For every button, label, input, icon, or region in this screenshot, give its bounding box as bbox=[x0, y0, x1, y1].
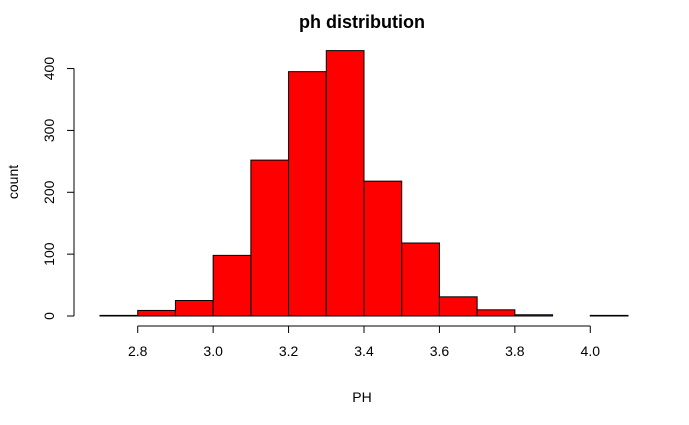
histogram-bar bbox=[401, 242, 440, 317]
y-tick-label: 200 bbox=[41, 180, 57, 204]
y-axis: 0 100 200 300 400 bbox=[41, 57, 75, 320]
x-tick-label: 3.4 bbox=[354, 343, 374, 359]
y-axis-label: count bbox=[5, 165, 21, 199]
histogram-bar bbox=[250, 159, 290, 317]
x-axis: 2.8 3.0 3.2 3.4 3.6 3.8 4.0 bbox=[128, 325, 601, 359]
histogram-bar bbox=[514, 314, 554, 317]
x-tick-label: 2.8 bbox=[128, 343, 148, 359]
x-axis-label: PH bbox=[352, 389, 371, 405]
x-tick-label: 3.0 bbox=[203, 343, 223, 359]
x-tick-label: 3.8 bbox=[505, 343, 525, 359]
y-tick-label: 300 bbox=[41, 119, 57, 143]
y-tick-label: 400 bbox=[41, 57, 57, 81]
histogram-bar bbox=[288, 71, 327, 317]
x-tick-label: 4.0 bbox=[581, 343, 601, 359]
histogram-bar bbox=[137, 309, 176, 317]
y-tick-label: 100 bbox=[41, 242, 57, 266]
histogram-bar bbox=[363, 180, 403, 317]
histogram-bar bbox=[589, 314, 629, 317]
histogram-bar bbox=[212, 254, 252, 317]
x-tick-label: 3.6 bbox=[430, 343, 450, 359]
histogram-bar bbox=[99, 314, 139, 317]
histogram-bar bbox=[325, 50, 365, 317]
x-tick-label: 3.2 bbox=[279, 343, 299, 359]
histogram-bar bbox=[174, 300, 214, 317]
chart-title: ph distribution bbox=[299, 12, 425, 32]
histogram-bar bbox=[476, 309, 516, 317]
y-tick-label: 0 bbox=[41, 312, 57, 320]
histogram-bar bbox=[438, 296, 478, 317]
bars-group bbox=[99, 50, 629, 317]
